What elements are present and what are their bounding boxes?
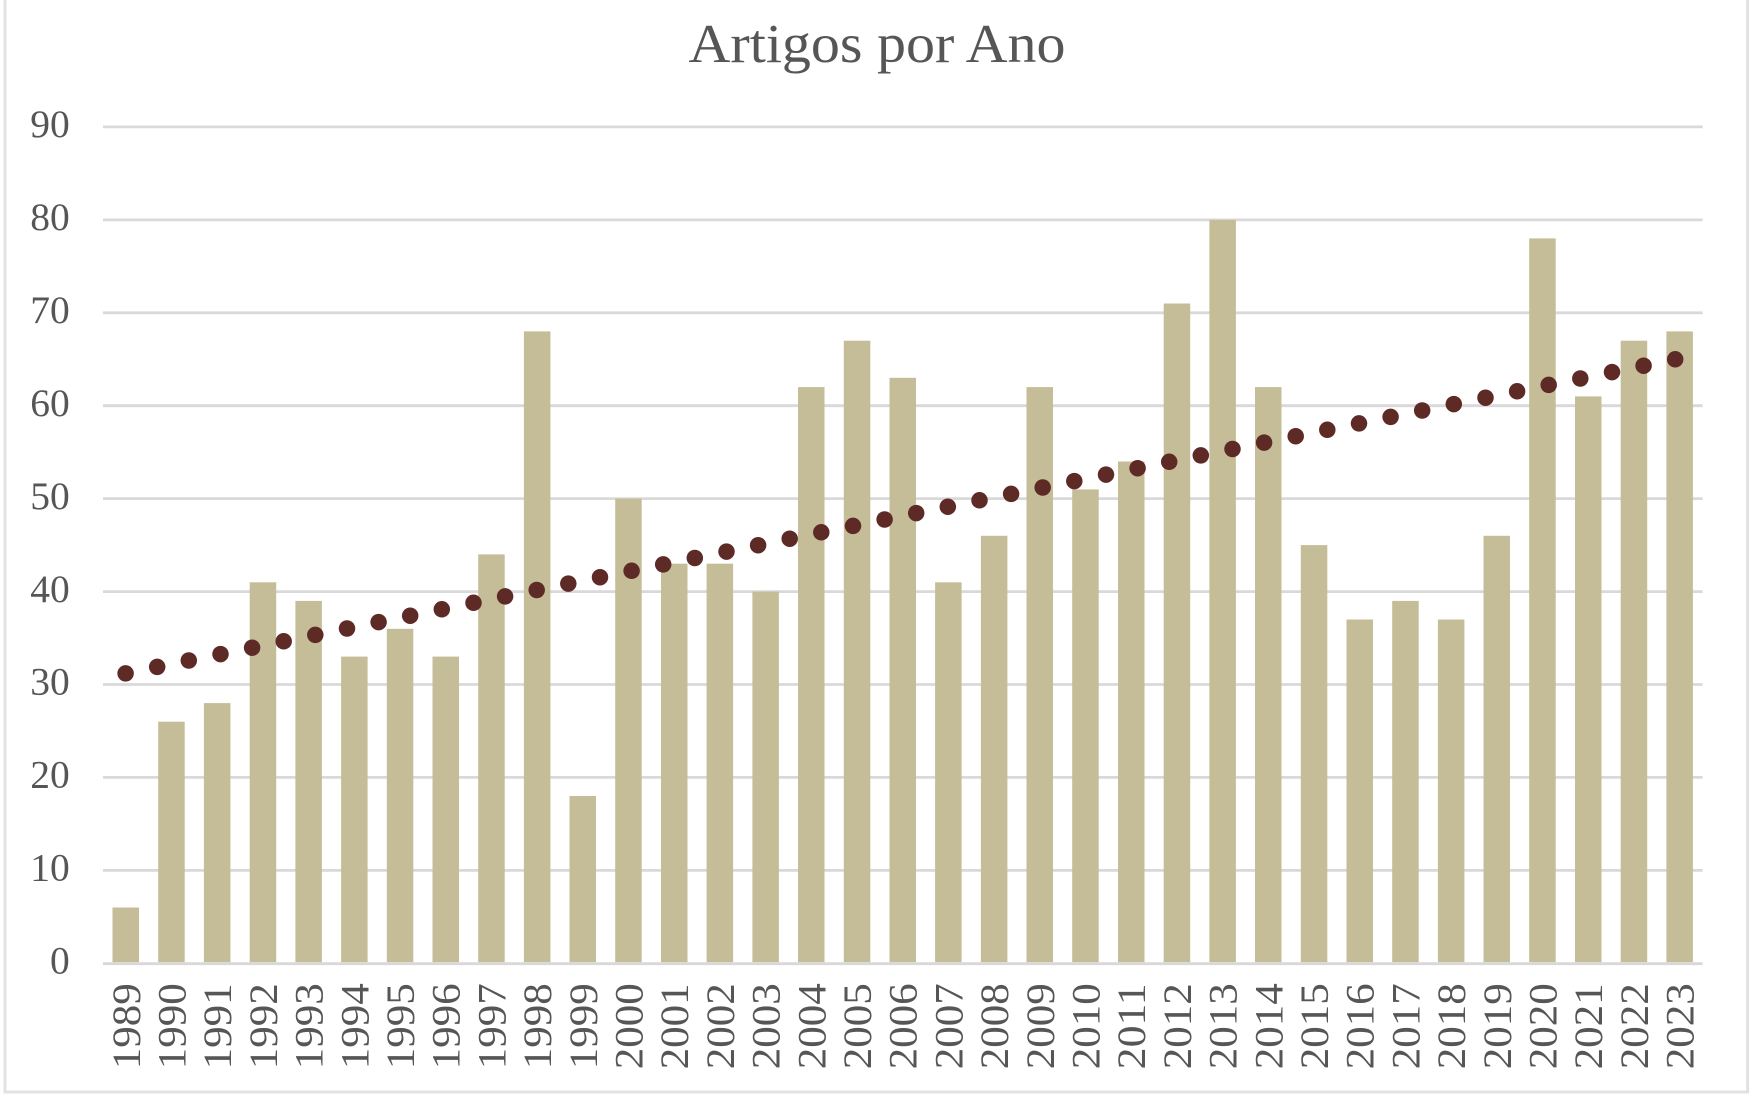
svg-text:2015: 2015 (1292, 983, 1337, 1069)
svg-text:2008: 2008 (972, 983, 1017, 1069)
svg-text:1989: 1989 (104, 983, 149, 1069)
svg-text:2002: 2002 (698, 983, 743, 1069)
svg-text:1996: 1996 (424, 983, 469, 1069)
svg-text:2014: 2014 (1246, 983, 1291, 1069)
svg-text:60: 60 (30, 381, 70, 425)
svg-text:2010: 2010 (1064, 983, 1109, 1069)
svg-text:2013: 2013 (1201, 983, 1246, 1069)
svg-text:1992: 1992 (241, 983, 286, 1069)
svg-text:20: 20 (30, 753, 70, 797)
svg-text:2003: 2003 (744, 983, 789, 1069)
svg-text:2019: 2019 (1475, 983, 1520, 1069)
svg-text:2005: 2005 (835, 983, 880, 1069)
svg-text:70: 70 (30, 288, 70, 332)
svg-text:Artigos por Ano: Artigos por Ano (689, 13, 1066, 74)
svg-text:50: 50 (30, 474, 70, 518)
svg-text:2007: 2007 (926, 983, 971, 1069)
svg-text:80: 80 (30, 195, 70, 239)
svg-text:40: 40 (30, 567, 70, 611)
svg-text:1991: 1991 (195, 983, 240, 1069)
svg-text:30: 30 (30, 660, 70, 704)
svg-text:2000: 2000 (607, 983, 652, 1069)
svg-text:0: 0 (50, 939, 70, 983)
svg-text:1998: 1998 (515, 983, 560, 1069)
svg-text:2001: 2001 (652, 983, 697, 1069)
svg-text:1997: 1997 (469, 983, 514, 1069)
svg-text:2006: 2006 (881, 983, 926, 1069)
svg-text:2004: 2004 (789, 983, 834, 1069)
svg-text:1993: 1993 (287, 983, 332, 1069)
svg-text:10: 10 (30, 846, 70, 890)
svg-text:1990: 1990 (150, 983, 195, 1069)
svg-text:2020: 2020 (1521, 983, 1566, 1069)
svg-text:2018: 2018 (1429, 983, 1474, 1069)
svg-text:1999: 1999 (561, 983, 606, 1069)
svg-text:2009: 2009 (1018, 983, 1063, 1069)
svg-text:90: 90 (30, 102, 70, 146)
svg-text:2011: 2011 (1109, 983, 1154, 1069)
svg-text:2022: 2022 (1612, 983, 1657, 1069)
svg-text:2016: 2016 (1338, 983, 1383, 1069)
svg-text:1994: 1994 (332, 983, 377, 1069)
svg-text:2023: 2023 (1658, 983, 1703, 1069)
svg-text:2012: 2012 (1155, 983, 1200, 1069)
svg-text:1995: 1995 (378, 983, 423, 1069)
svg-text:2017: 2017 (1383, 983, 1428, 1069)
svg-text:2021: 2021 (1566, 983, 1611, 1069)
